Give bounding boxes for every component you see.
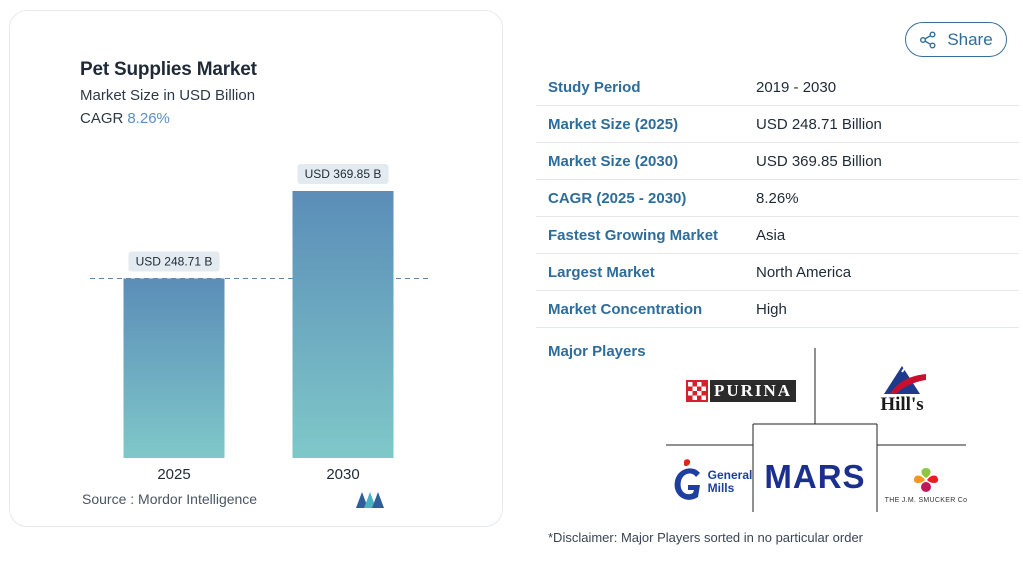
info-row-market-concentration: Market Concentration High [536, 291, 1019, 328]
bar-chart: USD 248.71 B 2025 USD 369.85 B 2030 [90, 164, 430, 483]
bar-2025 [123, 278, 225, 458]
chart-source: Source : Mordor Intelligence [82, 491, 258, 507]
info-value: 8.26% [756, 189, 799, 207]
mars-logo: MARS [754, 452, 876, 502]
disclaimer: *Disclaimer: Major Players sorted in no … [548, 530, 864, 545]
cagr-value: 8.26% [127, 110, 170, 127]
general-mills-logo: General Mills [668, 458, 754, 506]
chart-cagr: CAGR 8.26% [80, 110, 170, 127]
share-icon [920, 31, 936, 48]
general-mills-line2: Mills [707, 481, 735, 495]
info-value: High [756, 300, 787, 318]
info-value: 2019 - 2030 [756, 78, 837, 96]
x-tick-label: 2030 [326, 466, 359, 483]
data-label: USD 369.85 B [305, 167, 382, 181]
info-label: Market Size (2030) [548, 152, 679, 170]
info-value: USD 248.71 Billion [756, 115, 882, 133]
chart-title: Pet Supplies Market [80, 59, 257, 80]
general-mills-g-icon [674, 459, 700, 500]
hills-logo: Hill's [872, 360, 932, 416]
info-label: Study Period [548, 78, 641, 96]
info-value: USD 369.85 Billion [756, 152, 882, 170]
general-mills-line1: General [707, 468, 753, 482]
mars-wordmark: MARS [764, 458, 866, 495]
info-value: Asia [756, 226, 786, 244]
smucker-logo: THE J.M. SMUCKER Co [884, 462, 968, 508]
market-info-table: Study Period 2019 - 2030 Market Size (20… [536, 69, 1019, 328]
info-row-study-period: Study Period 2019 - 2030 [536, 69, 1019, 106]
info-value: North America [756, 263, 852, 281]
share-button[interactable]: Share [905, 22, 1007, 57]
purina-checkerboard-icon [685, 380, 708, 402]
info-row-market-size-2025: Market Size (2025) USD 248.71 Billion [536, 106, 1019, 143]
cagr-label: CAGR [80, 110, 124, 127]
data-label-box [297, 164, 389, 184]
info-label: Fastest Growing Market [548, 226, 719, 244]
info-label: CAGR (2025 - 2030) [548, 189, 687, 207]
chart-subtitle: Market Size in USD Billion [80, 87, 256, 104]
purina-logo: PURINA [676, 379, 806, 403]
info-label: Market Concentration [548, 300, 703, 318]
info-row-market-size-2030: Market Size (2030) USD 369.85 Billion [536, 143, 1019, 180]
info-row-largest-market: Largest Market North America [536, 254, 1019, 291]
chart-card [9, 10, 503, 527]
hills-wordmark: Hill's [880, 394, 924, 415]
data-label-box [128, 251, 220, 272]
info-label: Market Size (2025) [548, 115, 679, 133]
hills-emblem-icon [884, 364, 926, 394]
info-row-cagr: CAGR (2025 - 2030) 8.26% [536, 180, 1019, 217]
data-label: USD 248.71 B [136, 254, 213, 268]
major-players-title: Major Players [548, 343, 646, 360]
smucker-fruit-icon [914, 468, 938, 492]
x-tick-label: 2025 [157, 466, 190, 483]
mordor-logo-icon [356, 492, 384, 508]
share-label: Share [947, 29, 993, 49]
purina-wordmark: PURINA [709, 380, 797, 402]
info-label: Largest Market [548, 263, 655, 281]
bar-2030 [292, 191, 394, 458]
smucker-wordmark: THE J.M. SMUCKER Co [884, 497, 968, 504]
info-row-fastest-growing: Fastest Growing Market Asia [536, 217, 1019, 254]
